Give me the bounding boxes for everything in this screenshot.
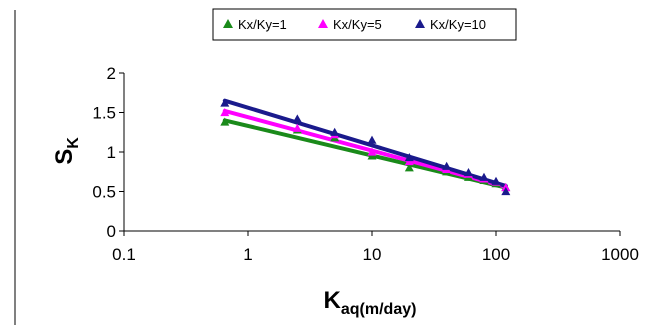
y-axis-title-main: S [51,149,78,165]
data-point-Kx/Ky=10 [491,176,501,185]
legend-marker-Kx/Ky=1 [223,19,233,28]
legend-label: Kx/Ky=1 [238,17,287,32]
y-axis-title: SK [51,137,82,165]
trendline-Kx/Ky=5 [222,108,508,189]
x-tick-label: 100 [482,245,510,264]
y-tick-label: 0.5 [92,183,116,202]
y-tick-label: 1.5 [92,104,116,123]
legend-label: Kx/Ky=10 [430,17,486,32]
y-tick-label: 1 [107,143,116,162]
data-point-Kx/Ky=5 [292,123,302,132]
x-tick-label: 10 [363,245,382,264]
data-point-Kx/Ky=10 [501,187,511,196]
data-point-Kx/Ky=10 [442,161,452,170]
data-point-Kx/Ky=10 [330,127,340,136]
data-point-Kx/Ky=10 [367,135,377,144]
x-tick-label: 1000 [601,245,639,264]
y-axis-title-sub: K [65,137,82,149]
plot-area: 0 0.5 1 1.5 2 0.1 1 10 100 1000 [92,64,639,264]
data-point-Kx/Ky=1 [404,163,414,172]
y-tick-label: 2 [107,64,116,83]
legend-label: Kx/Ky=5 [333,17,382,32]
x-axis-title-sub: aq(m/day) [341,301,417,318]
trendline-Kx/Ky=10 [222,98,508,188]
data-point-Kx/Ky=10 [463,168,473,177]
data-point-Kx/Ky=5 [220,108,230,117]
y-tick-label: 0 [107,222,116,241]
data-point-Kx/Ky=10 [220,98,230,107]
data-point-Kx/Ky=10 [479,172,489,181]
x-tick-label: 1 [243,245,252,264]
x-axis-title: Kaq(m/day) [324,287,417,318]
trendline-Kx/Ky=1 [222,118,508,190]
data-point-Kx/Ky=1 [220,117,230,126]
data-point-Kx/Ky=10 [404,153,414,162]
legend-marker-Kx/Ky=10 [415,19,425,28]
data-point-Kx/Ky=10 [292,114,302,123]
legend: Kx/Ky=1 Kx/Ky=5 Kx/Ky=10 [212,8,517,41]
data-point-Kx/Ky=5 [367,147,377,156]
legend-marker-Kx/Ky=5 [318,19,328,28]
x-tick-label: 0.1 [112,245,136,264]
x-axis-title-main: K [324,287,342,314]
legend-box [212,8,517,41]
